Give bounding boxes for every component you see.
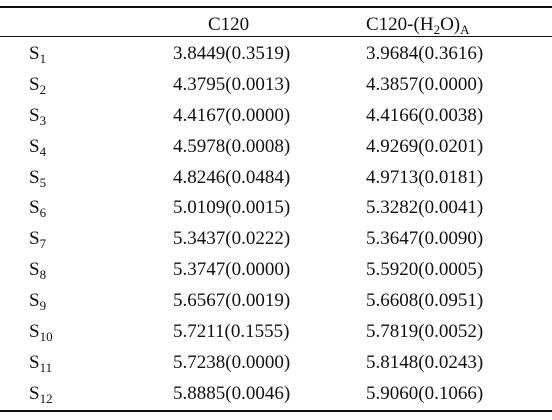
c120-h2o-value: 5.9060(0.1066): [366, 382, 484, 404]
c120-h2o-value: 4.9269(0.0201): [366, 135, 484, 157]
header-c120-h2o-sub1: 2: [433, 21, 441, 37]
header-c120: C120: [208, 13, 250, 35]
table-row: S6 5.0109(0.0015) 5.3282(0.0041): [0, 192, 552, 223]
header-c120-h2o-mid: O): [440, 13, 461, 35]
state-index: 3: [39, 112, 47, 128]
state-label: S2: [0, 69, 155, 100]
c120-value: 5.8885(0.0046): [173, 382, 291, 404]
table-row: S2 4.3795(0.0013) 4.3857(0.0000): [0, 69, 552, 100]
c120-h2o-value: 5.3647(0.0090): [366, 228, 484, 250]
c120-value: 4.8246(0.0484): [173, 166, 291, 188]
c120-h2o-value: 5.3282(0.0041): [366, 197, 484, 219]
state-label: S7: [0, 223, 155, 254]
state-letter: S: [29, 135, 40, 157]
c120-h2o-value: 4.9713(0.0181): [366, 166, 484, 188]
table-row: S3 4.4167(0.0000) 4.4166(0.0038): [0, 100, 552, 131]
state-letter: S: [29, 290, 40, 312]
state-letter: S: [29, 382, 40, 404]
state-letter: S: [29, 320, 40, 342]
c120-h2o-value: 5.8148(0.0243): [366, 351, 484, 373]
c120-value: 5.3747(0.0000): [173, 259, 291, 281]
table-row: S4 4.5978(0.0008) 4.9269(0.0201): [0, 131, 552, 162]
state-letter: S: [29, 73, 40, 95]
state-letter: S: [29, 42, 40, 64]
c120-h2o-value: 4.3857(0.0000): [366, 73, 484, 95]
table-row: S5 4.8246(0.0484) 4.9713(0.0181): [0, 162, 552, 193]
state-letter: S: [29, 197, 40, 219]
table-row: S8 5.3747(0.0000) 5.5920(0.0005): [0, 254, 552, 285]
c120-h2o-value: 4.4166(0.0038): [366, 104, 484, 126]
state-label: S6: [0, 192, 155, 223]
table-row: S9 5.6567(0.0019) 5.6608(0.0951): [0, 285, 552, 316]
state-index: 11: [39, 359, 53, 375]
c120-h2o-value: 3.9684(0.3616): [366, 42, 484, 64]
excitation-energy-table: C120 C120-(H2O)A S1 3.8449(0.3519) 3.9684(…: [0, 8, 552, 409]
state-letter: S: [29, 104, 40, 126]
c120-value: 5.3437(0.0222): [173, 228, 291, 250]
state-label: S9: [0, 285, 155, 316]
top-rule: [0, 6, 552, 8]
c120-h2o-value: 5.5920(0.0005): [366, 259, 484, 281]
c120-h2o-value: 5.6608(0.0951): [366, 290, 484, 312]
header-row: C120 C120-(H2O)A: [0, 8, 552, 38]
state-index: 9: [39, 298, 47, 314]
c120-value: 4.4167(0.0000): [173, 104, 291, 126]
state-index: 2: [39, 81, 47, 97]
table-body: S1 3.8449(0.3519) 3.9684(0.3616) S2 4.3795(0…: [0, 38, 552, 409]
state-letter: S: [29, 228, 40, 250]
state-index: 1: [39, 50, 47, 66]
table-row: S10 5.7211(0.1555) 5.7819(0.0052): [0, 316, 552, 347]
state-index: 5: [39, 174, 47, 190]
bottom-rule: [0, 410, 552, 412]
state-label: S3: [0, 100, 155, 131]
state-index: 12: [39, 390, 53, 406]
header-c120-h2o: C120-(H2O)A: [305, 8, 552, 38]
state-index: 7: [39, 236, 47, 252]
header-c120-h2o-prefix: C120-(H: [366, 13, 434, 35]
state-index: 6: [39, 205, 47, 221]
c120-value: 4.3795(0.0013): [173, 73, 291, 95]
c120-value: 3.8449(0.3519): [173, 42, 291, 64]
c120-value: 5.7238(0.0000): [173, 351, 291, 373]
c120-value: 5.7211(0.1555): [173, 320, 290, 342]
state-label: S11: [0, 347, 155, 378]
table-row: S11 5.7238(0.0000) 5.8148(0.0243): [0, 347, 552, 378]
table-row: S12 5.8885(0.0046) 5.9060(0.1066): [0, 378, 552, 409]
table-header: C120 C120-(H2O)A: [0, 8, 552, 38]
state-index: 8: [39, 267, 47, 283]
state-index: 4: [39, 143, 47, 159]
c120-value: 4.5978(0.0008): [173, 135, 291, 157]
c120-h2o-value: 5.7819(0.0052): [366, 320, 484, 342]
table-row: S1 3.8449(0.3519) 3.9684(0.3616): [0, 38, 552, 69]
state-letter: S: [29, 351, 40, 373]
state-index: 10: [39, 328, 53, 344]
state-label: S12: [0, 378, 155, 409]
state-label: S5: [0, 162, 155, 193]
header-c120-h2o-sub2: A: [460, 21, 470, 37]
table-row: S7 5.3437(0.0222) 5.3647(0.0090): [0, 223, 552, 254]
state-label: S10: [0, 316, 155, 347]
state-letter: S: [29, 259, 40, 281]
state-label: S1: [0, 38, 155, 69]
c120-value: 5.6567(0.0019): [173, 290, 291, 312]
state-letter: S: [29, 166, 40, 188]
header-state: [0, 8, 155, 38]
header-rule: [0, 36, 552, 37]
c120-value: 5.0109(0.0015): [173, 197, 291, 219]
state-label: S8: [0, 254, 155, 285]
state-label: S4: [0, 131, 155, 162]
